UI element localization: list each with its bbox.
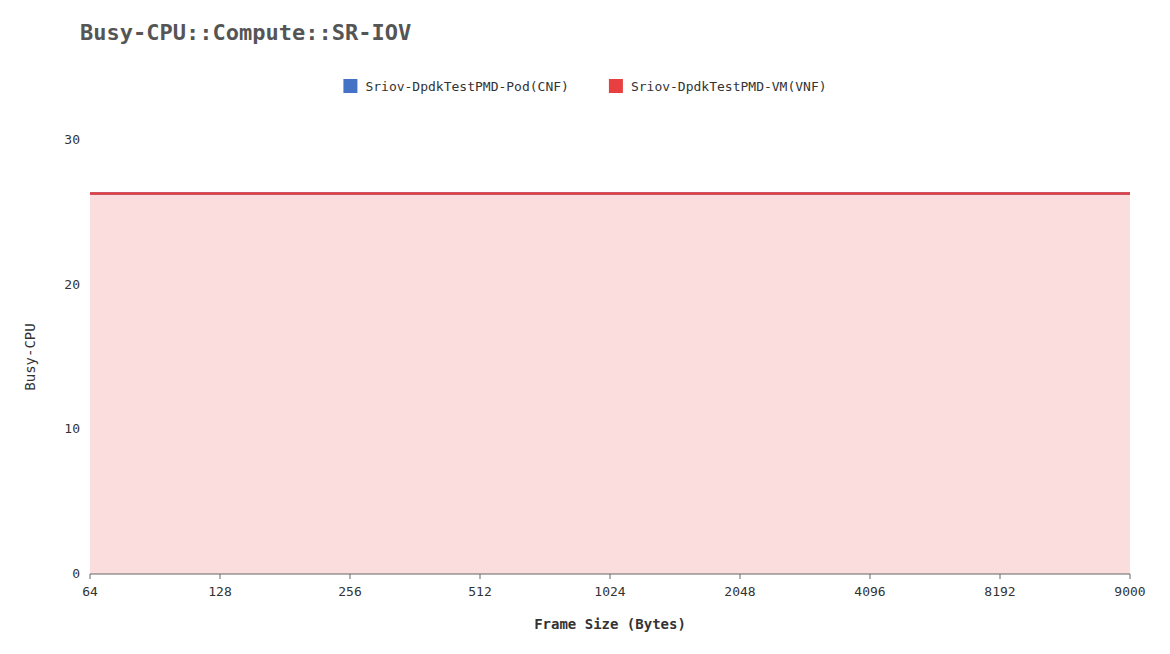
x-tick-label: 8192	[984, 584, 1015, 599]
legend-swatch	[343, 79, 357, 93]
plot-area	[90, 194, 1130, 574]
x-tick	[350, 574, 351, 579]
legend: Sriov-DpdkTestPMD-Pod(CNF) Sriov-DpdkTest…	[343, 79, 826, 94]
x-tick-label: 9000	[1114, 584, 1145, 599]
y-axis: 0 10 20 30	[64, 132, 80, 581]
x-tick	[480, 574, 481, 579]
x-tick-label: 128	[208, 584, 231, 599]
x-tick	[610, 574, 611, 579]
y-axis-label: Busy-CPU	[22, 323, 38, 390]
legend-item: Sriov-DpdkTestPMD-Pod(CNF)	[343, 79, 569, 94]
x-tick	[1130, 574, 1131, 579]
x-tick	[220, 574, 221, 579]
legend-swatch	[609, 79, 623, 93]
title: Busy-CPU::Compute::SR-IOV	[80, 20, 411, 45]
x-tick	[870, 574, 871, 579]
x-tick-label: 512	[468, 584, 491, 599]
x-tick-label: 256	[338, 584, 361, 599]
y-tick-label: 0	[72, 566, 80, 581]
y-tick-label: 20	[64, 277, 80, 292]
area	[90, 194, 1130, 574]
x-axis: 64 128 256 512 1024 2048 4096 8192 9000	[82, 574, 1145, 599]
x-tick-label: 1024	[594, 584, 625, 599]
legend-label: Sriov-DpdkTestPMD-VM(VNF)	[631, 79, 827, 94]
x-axis-label: Frame Size (Bytes)	[534, 616, 686, 632]
x-tick	[1000, 574, 1001, 579]
x-tick	[740, 574, 741, 579]
legend-item: Sriov-DpdkTestPMD-VM(VNF)	[609, 79, 827, 94]
x-tick-label: 64	[82, 584, 98, 599]
line	[90, 192, 1130, 195]
line	[90, 192, 1130, 195]
legend-label: Sriov-DpdkTestPMD-Pod(CNF)	[365, 79, 569, 94]
x-tick	[90, 574, 91, 579]
y-tick-label: 30	[64, 132, 80, 147]
chart: Busy-CPU::Compute::SR-IOV64 128 256 512 1024…	[0, 0, 1170, 654]
y-tick-label: 10	[64, 421, 80, 436]
x-tick-label: 2048	[724, 584, 755, 599]
x-tick-label: 4096	[854, 584, 885, 599]
